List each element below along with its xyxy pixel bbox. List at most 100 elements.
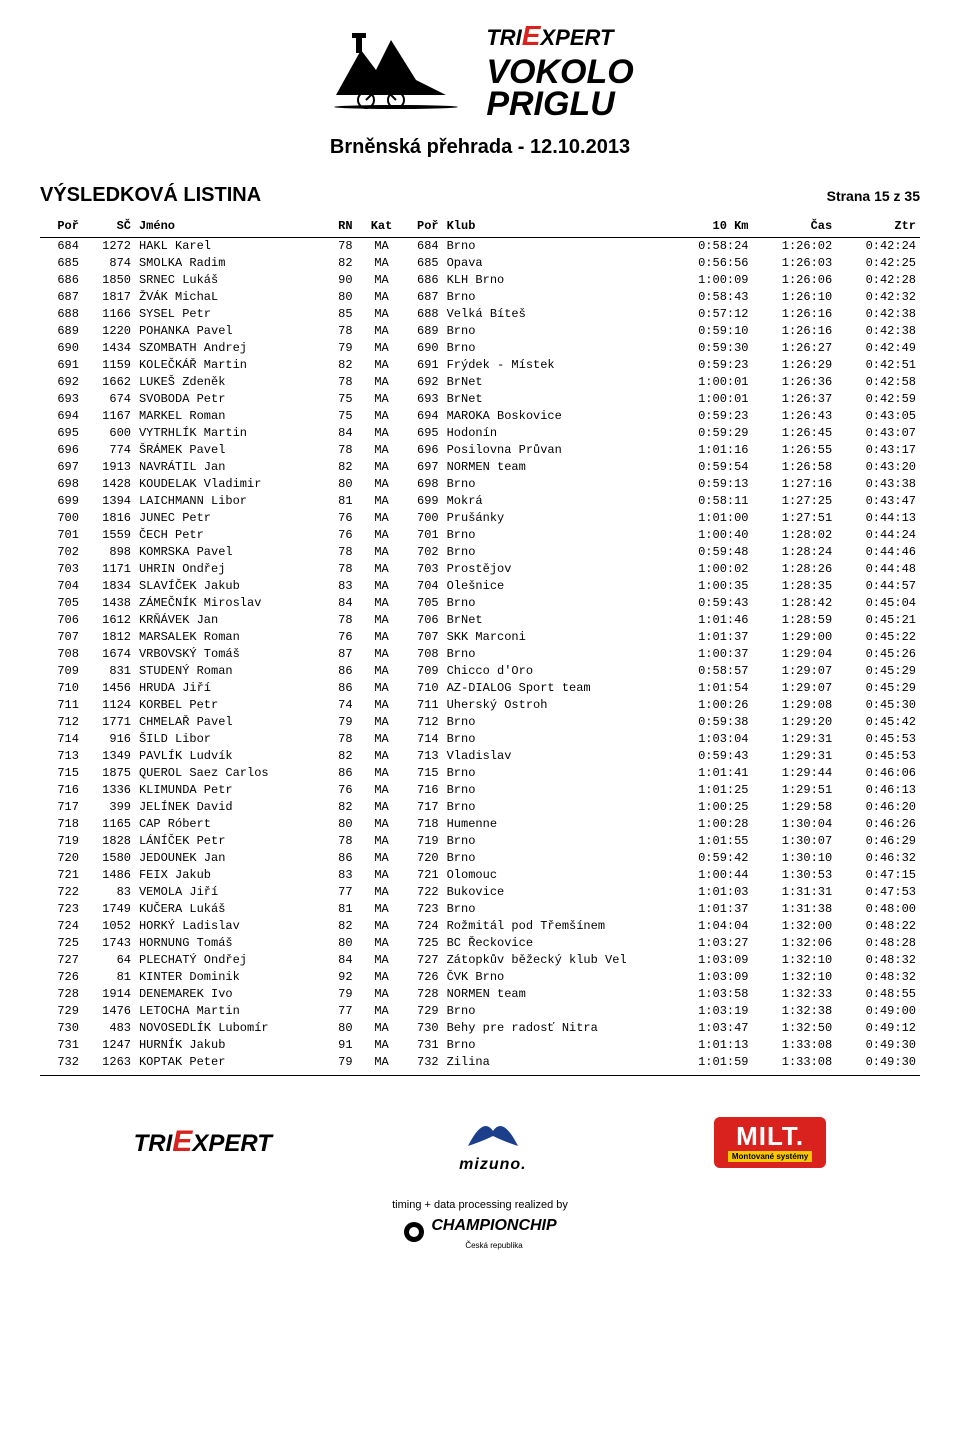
cell: 724	[400, 918, 443, 935]
cell: 1828	[83, 833, 135, 850]
cell: 1166	[83, 306, 135, 323]
cell: 80	[327, 289, 363, 306]
cell: 1:26:58	[753, 459, 837, 476]
cell: 1:26:16	[753, 306, 837, 323]
tri-red-e: E	[522, 20, 541, 51]
cell: MARKEL Roman	[135, 408, 327, 425]
cell: 727	[40, 952, 83, 969]
cell: QUEROL Saez Carlos	[135, 765, 327, 782]
cell: 712	[400, 714, 443, 731]
cell: 695	[400, 425, 443, 442]
cell: 1:29:20	[753, 714, 837, 731]
cell: 705	[40, 595, 83, 612]
cell: LUKEŠ Zdeněk	[135, 374, 327, 391]
cell: 0:48:00	[836, 901, 920, 918]
cell: UHRIN Ondřej	[135, 561, 327, 578]
cell: MA	[363, 1037, 399, 1054]
cell: 1:03:04	[669, 731, 753, 748]
cell: 731	[400, 1037, 443, 1054]
cell: 79	[327, 714, 363, 731]
cell: 78	[327, 561, 363, 578]
cell: 0:47:15	[836, 867, 920, 884]
cell: MA	[363, 867, 399, 884]
table-row: 7211486FEIX Jakub83MA721Olomouc1:00:441:…	[40, 867, 920, 884]
cell: 82	[327, 459, 363, 476]
cell: POHANKA Pavel	[135, 323, 327, 340]
tri-prefix: TRI	[486, 25, 521, 50]
cell: 1:26:03	[753, 255, 837, 272]
cell: BrNet	[443, 391, 669, 408]
cell: 0:59:43	[669, 748, 753, 765]
table-row: 6861850SRNEC Lukáš90MA686KLH Brno1:00:09…	[40, 272, 920, 289]
cell: 399	[83, 799, 135, 816]
table-row: 7061612KRŇÁVEK Jan78MA706BrNet1:01:461:2…	[40, 612, 920, 629]
cell: Brno	[443, 237, 669, 255]
cell: 0:47:53	[836, 884, 920, 901]
championchip-text: CHAMPIONCHIP Česká republika	[403, 1217, 556, 1253]
cell: Frýdek - Místek	[443, 357, 669, 374]
cell: 687	[40, 289, 83, 306]
cell: 1:01:25	[669, 782, 753, 799]
cell: 1:29:07	[753, 663, 837, 680]
cell: 0:58:57	[669, 663, 753, 680]
cell: 0:46:06	[836, 765, 920, 782]
cell: MA	[363, 595, 399, 612]
cell: 78	[327, 323, 363, 340]
cell: Brno	[443, 765, 669, 782]
cell: LÁNÍČEK Petr	[135, 833, 327, 850]
cell: ŠILD Libor	[135, 731, 327, 748]
cell: 76	[327, 629, 363, 646]
cell: 0:45:26	[836, 646, 920, 663]
cell: 1052	[83, 918, 135, 935]
cell: 1220	[83, 323, 135, 340]
cell: Velká Bíteš	[443, 306, 669, 323]
cell: HORKÝ Ladislav	[135, 918, 327, 935]
table-row: 714916ŠILD Libor78MA714Brno1:03:041:29:3…	[40, 731, 920, 748]
cell: 674	[83, 391, 135, 408]
cell: 0:42:38	[836, 306, 920, 323]
table-row: 7041834SLAVÍČEK Jakub83MA704Olešnice1:00…	[40, 578, 920, 595]
cell: Brno	[443, 850, 669, 867]
cell: 1875	[83, 765, 135, 782]
cell: 1:29:00	[753, 629, 837, 646]
cell: MA	[363, 510, 399, 527]
cell: 700	[40, 510, 83, 527]
cell: 0:43:05	[836, 408, 920, 425]
cell: 688	[400, 306, 443, 323]
cell: 708	[40, 646, 83, 663]
table-row: 6841272HAKL Karel78MA684Brno0:58:241:26:…	[40, 237, 920, 255]
cell: 697	[400, 459, 443, 476]
cell: 709	[400, 663, 443, 680]
cell: 1263	[83, 1054, 135, 1071]
cell: MA	[363, 629, 399, 646]
cell: 1:32:38	[753, 1003, 837, 1020]
cell: FEIX Jakub	[135, 867, 327, 884]
milt-logo: MILT. Montované systémy	[714, 1117, 826, 1168]
cell: 1:04:04	[669, 918, 753, 935]
cell: 1:01:16	[669, 442, 753, 459]
cell: SMOLKA Radim	[135, 255, 327, 272]
table-row: 7011559ČECH Petr76MA701Brno1:00:401:28:0…	[40, 527, 920, 544]
cell: 1394	[83, 493, 135, 510]
cell: 0:42:32	[836, 289, 920, 306]
cell: Behy pre radosť Nitra	[443, 1020, 669, 1037]
cell: 701	[40, 527, 83, 544]
cell: 0:46:32	[836, 850, 920, 867]
cell: MA	[363, 663, 399, 680]
cell: 1:00:44	[669, 867, 753, 884]
cell: 81	[327, 493, 363, 510]
footer-triexpert-logo: TRIEXPERT	[134, 1125, 272, 1159]
cell: 831	[83, 663, 135, 680]
page-info: Strana 15 z 35	[827, 188, 920, 204]
cell: 0:59:10	[669, 323, 753, 340]
cell: 716	[400, 782, 443, 799]
cell: 717	[400, 799, 443, 816]
cell: 1:26:43	[753, 408, 837, 425]
cell: 716	[40, 782, 83, 799]
cell: Prušánky	[443, 510, 669, 527]
cell: 1:26:10	[753, 289, 837, 306]
cell: NOVOSEDLÍK Lubomír	[135, 1020, 327, 1037]
cell: 1167	[83, 408, 135, 425]
footer-logos: TRIEXPERT mizuno. MILT. Montované systém…	[40, 1111, 920, 1174]
cell: 0:42:59	[836, 391, 920, 408]
